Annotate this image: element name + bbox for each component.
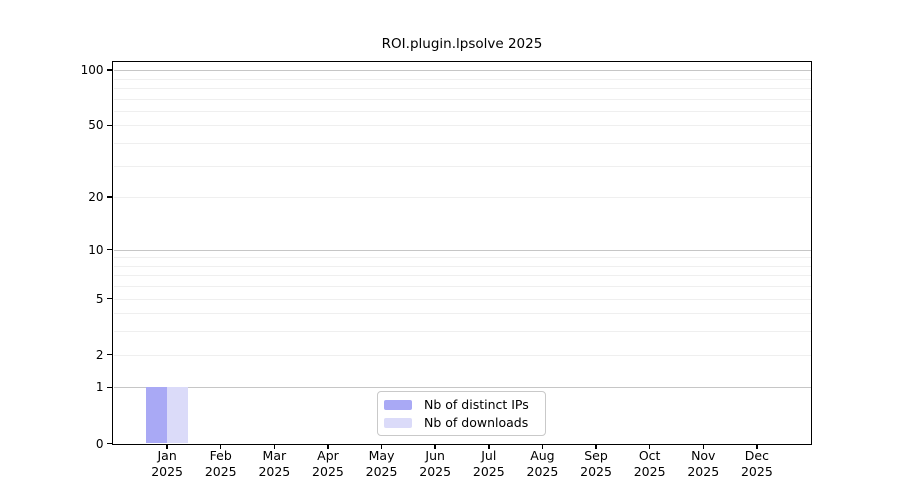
y-tick-label: 2 [95, 347, 104, 362]
x-tick-year: 2025 [204, 464, 237, 479]
major-gridline [113, 70, 811, 72]
minor-gridline [113, 298, 811, 300]
x-axis-tick [219, 443, 222, 449]
x-tick-month: Jul [481, 447, 497, 463]
legend-label-distinct-ips: Nb of distinct IPs [424, 396, 529, 412]
x-tick-label: Aug 2025 [511, 448, 573, 481]
x-tick-year: 2025 [419, 464, 452, 479]
minor-gridline [113, 286, 811, 288]
x-axis-tick [702, 443, 705, 449]
x-tick-month: May [368, 447, 395, 463]
legend-swatch-downloads [384, 417, 412, 428]
x-tick-year: 2025 [526, 464, 559, 479]
y-tick-label: 1 [95, 380, 104, 395]
x-axis-tick [380, 443, 383, 449]
x-tick-label: Jan 2025 [136, 448, 198, 481]
x-tick-label: Apr 2025 [297, 448, 359, 481]
x-tick-label: Jun 2025 [404, 448, 466, 481]
x-tick-month: Jun [425, 447, 445, 463]
x-axis-tick [648, 443, 651, 449]
y-tick-label: 0 [95, 436, 104, 451]
major-gridline [113, 249, 811, 251]
x-tick-month: Dec [744, 447, 769, 463]
x-tick-month: Mar [262, 447, 287, 463]
x-axis-tick [595, 443, 597, 449]
minor-gridline [113, 165, 811, 167]
x-tick-year: 2025 [151, 464, 184, 479]
minor-gridline [113, 275, 811, 277]
minor-gridline [113, 265, 811, 267]
y-axis-tick [107, 196, 112, 198]
x-tick-label: Jul 2025 [458, 448, 520, 481]
x-tick-year: 2025 [365, 464, 398, 479]
minor-gridline [113, 87, 811, 89]
x-tick-month: Apr [317, 447, 339, 463]
x-tick-label: Sep 2025 [565, 448, 627, 481]
bar-distinct-ips [146, 387, 168, 444]
x-axis-tick [488, 443, 490, 449]
x-tick-year: 2025 [633, 464, 666, 479]
x-tick-year: 2025 [580, 464, 612, 479]
y-axis-tick [107, 297, 112, 300]
x-tick-month: Feb [209, 447, 232, 463]
minor-gridline [113, 313, 811, 315]
y-tick-label: 5 [95, 291, 104, 306]
x-axis-tick [541, 443, 544, 449]
x-tick-label: Dec 2025 [726, 448, 788, 481]
y-axis-tick [107, 69, 112, 71]
x-tick-label: Nov 2025 [672, 448, 734, 481]
bar-downloads [167, 387, 189, 444]
x-tick-year: 2025 [312, 464, 344, 479]
y-tick-label: 20 [88, 190, 104, 205]
x-tick-label: May 2025 [351, 448, 413, 481]
x-tick-month: Nov [691, 447, 716, 463]
y-tick-label: 50 [88, 118, 104, 133]
x-tick-month: Jan [157, 447, 177, 463]
minor-gridline [113, 331, 811, 333]
chart-title: ROI.plugin.lpsolve 2025 [381, 36, 543, 52]
legend-label-downloads: Nb of downloads [424, 414, 529, 430]
x-tick-year: 2025 [258, 464, 291, 479]
y-axis-tick [107, 442, 112, 445]
x-tick-label: Feb 2025 [190, 448, 252, 481]
minor-gridline [113, 197, 811, 199]
minor-gridline [113, 98, 811, 100]
x-tick-label: Mar 2025 [243, 448, 305, 481]
major-gridline [113, 387, 811, 389]
x-axis-tick [327, 443, 329, 449]
x-axis-tick [166, 443, 168, 449]
x-tick-year: 2025 [740, 464, 773, 479]
x-axis-tick [434, 443, 436, 449]
legend-entry-downloads: Nb of downloads [384, 414, 539, 430]
legend-swatch-distinct-ips [384, 399, 412, 410]
y-axis-tick [107, 353, 112, 356]
minor-gridline [113, 257, 811, 259]
x-tick-year: 2025 [472, 464, 505, 479]
x-tick-month: Sep [584, 447, 608, 463]
x-tick-month: Aug [530, 447, 555, 463]
y-axis-tick [107, 248, 112, 251]
x-axis-tick [273, 443, 276, 449]
x-tick-label: Oct 2025 [619, 448, 681, 481]
y-tick-label: 10 [88, 242, 104, 257]
legend: Nb of distinct IPs Nb of downloads [377, 391, 546, 436]
minor-gridline [113, 110, 811, 112]
legend-entry-distinct-ips: Nb of distinct IPs [384, 396, 539, 412]
x-axis-tick [756, 443, 758, 449]
x-tick-month: Oct [638, 447, 661, 463]
y-axis-tick [107, 386, 112, 389]
y-tick-label: 100 [80, 63, 104, 78]
minor-gridline [113, 78, 811, 80]
minor-gridline [113, 143, 811, 145]
y-axis-tick [107, 124, 112, 127]
minor-gridline [113, 354, 811, 356]
minor-gridline [113, 125, 811, 127]
x-tick-year: 2025 [687, 464, 720, 479]
